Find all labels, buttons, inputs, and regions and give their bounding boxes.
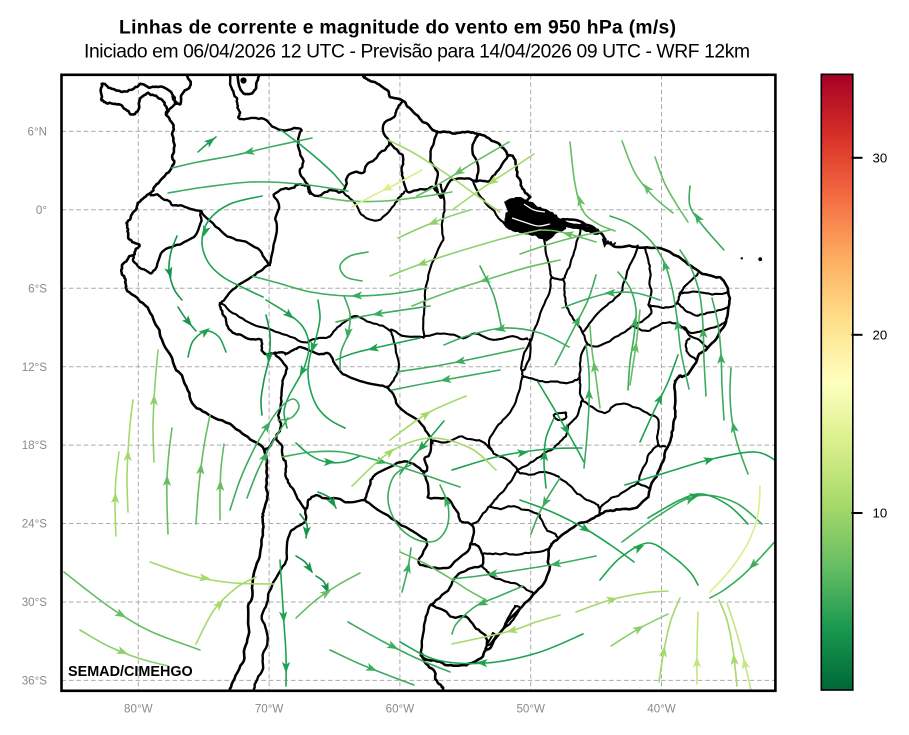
- svg-text:6°S: 6°S: [28, 282, 47, 295]
- svg-text:36°S: 36°S: [22, 675, 48, 688]
- svg-text:50°W: 50°W: [516, 703, 545, 716]
- svg-text:18°S: 18°S: [22, 439, 48, 452]
- svg-text:6°N: 6°N: [28, 126, 47, 139]
- svg-text:10: 10: [873, 506, 888, 521]
- svg-text:40°W: 40°W: [647, 703, 676, 716]
- svg-text:70°W: 70°W: [255, 703, 284, 716]
- svg-text:60°W: 60°W: [386, 703, 415, 716]
- svg-text:Linhas de corrente e magnitude: Linhas de corrente e magnitude do vento …: [119, 18, 676, 39]
- svg-text:20: 20: [873, 328, 888, 343]
- svg-text:30: 30: [873, 151, 888, 166]
- svg-text:24°S: 24°S: [22, 518, 48, 531]
- svg-text:SEMAD/CIMEHGO: SEMAD/CIMEHGO: [68, 664, 193, 680]
- svg-text:0°: 0°: [36, 204, 47, 217]
- svg-text:30°S: 30°S: [22, 596, 48, 609]
- svg-text:Iniciado em 06/04/2026 12 UTC: Iniciado em 06/04/2026 12 UTC - Previsão…: [84, 42, 750, 63]
- svg-text:80°W: 80°W: [124, 703, 153, 716]
- svg-text:12°S: 12°S: [22, 361, 48, 374]
